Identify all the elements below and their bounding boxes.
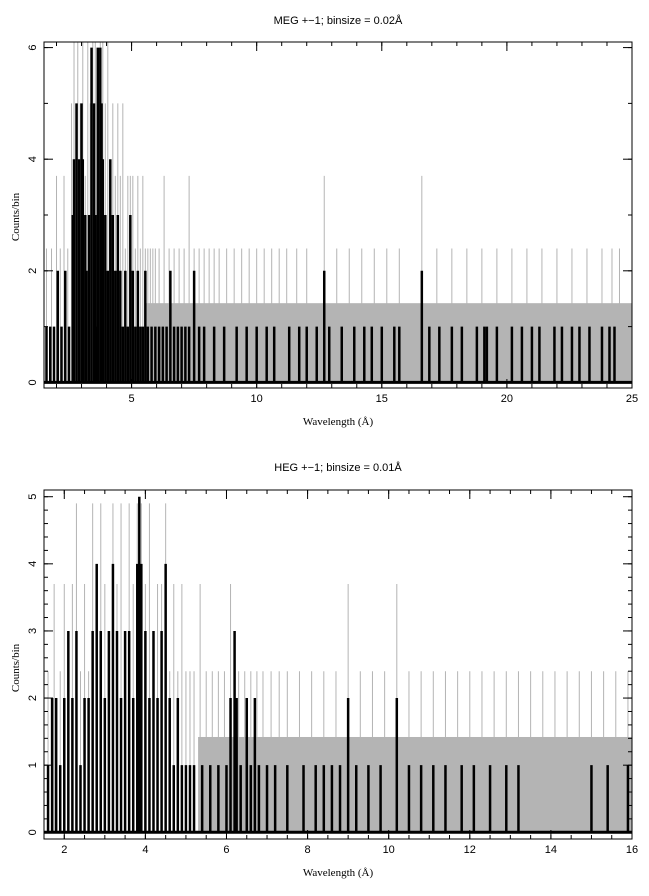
x-tick-label: 6 — [223, 844, 229, 856]
x-tick-label: 4 — [142, 844, 148, 856]
error-band — [146, 303, 633, 383]
x-tick-label: 20 — [501, 393, 513, 405]
plot-area — [44, 496, 632, 834]
y-tick-label: 3 — [27, 628, 39, 634]
x-tick-label: 5 — [129, 393, 135, 405]
y-tick-label: 4 — [27, 561, 39, 567]
x-tick-label: 10 — [383, 844, 395, 856]
chart-title: MEG +−1; binsize = 0.02Å — [274, 14, 403, 27]
y-tick-label: 1 — [27, 762, 39, 768]
y-tick-label: 6 — [27, 45, 39, 51]
counts-histogram-series — [44, 47, 632, 384]
chart-title: HEG +−1; binsize = 0.01Å — [274, 461, 402, 474]
x-tick-label: 16 — [626, 844, 638, 856]
ticks: 5 10 15 20 25 0 2 4 6 — [27, 42, 638, 405]
x-tick-label: 15 — [376, 393, 388, 405]
x-tick-label: 2 — [61, 844, 67, 856]
x-tick-label: 12 — [464, 844, 476, 856]
y-tick-label: 2 — [27, 695, 39, 701]
y-tick-label: 4 — [27, 156, 39, 162]
counts-histogram-series — [44, 496, 632, 834]
y-axis-label: Counts/bin — [10, 643, 22, 692]
x-tick-label: 8 — [305, 844, 311, 856]
y-axis-label: Counts/bin — [10, 192, 22, 241]
plot-area — [44, 42, 633, 384]
x-axis-label: Wavelength (Å) — [303, 867, 374, 879]
meg-panel: MEG +−1; binsize = 0.02Å Wavelength (Å) … — [10, 14, 638, 428]
x-tick-label: 25 — [626, 393, 638, 405]
x-tick-label: 14 — [545, 844, 557, 856]
x-axis-label: Wavelength (Å) — [303, 416, 374, 428]
plot-frame — [43, 489, 633, 840]
y-tick-label: 0 — [27, 379, 39, 385]
heg-panel: HEG +−1; binsize = 0.01Å Wavelength (Å) … — [10, 461, 638, 879]
x-tick-label: 10 — [251, 393, 263, 405]
y-tick-label: 0 — [27, 829, 39, 835]
y-tick-label: 5 — [27, 494, 39, 500]
error-band — [198, 736, 632, 833]
y-tick-label: 2 — [27, 268, 39, 274]
